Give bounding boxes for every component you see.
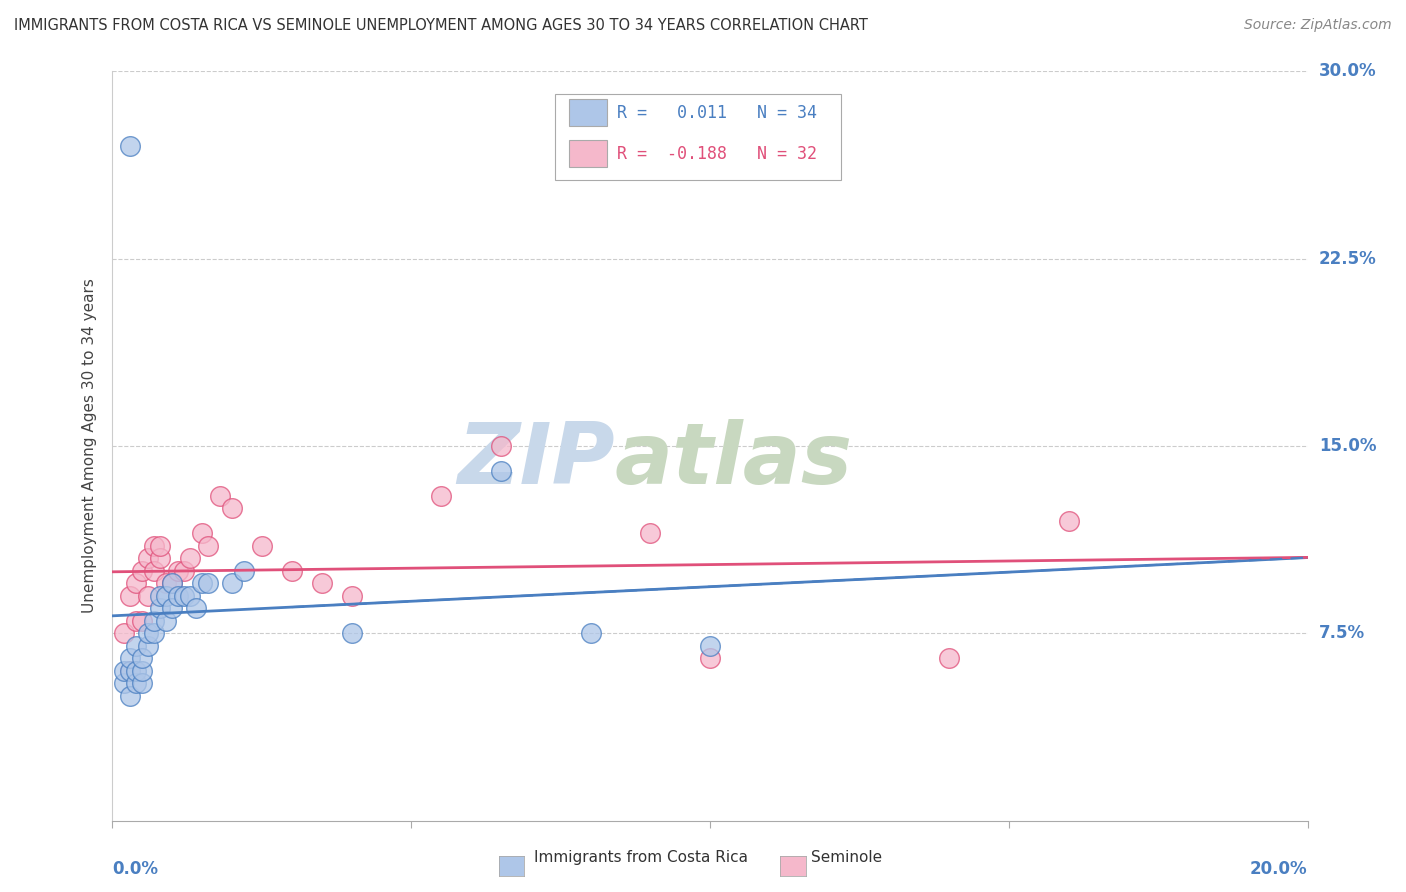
Text: 15.0%: 15.0%: [1319, 437, 1376, 455]
Point: [131, 564, 153, 578]
Point: [311, 576, 333, 591]
Point: [120, 651, 142, 665]
Point: [173, 564, 195, 578]
Point: [120, 139, 142, 153]
Point: [197, 539, 219, 553]
Text: Source: ZipAtlas.com: Source: ZipAtlas.com: [1244, 18, 1392, 32]
Point: [167, 589, 190, 603]
Point: [640, 526, 662, 541]
Point: [173, 589, 195, 603]
Bar: [569, 99, 607, 126]
Text: 7.5%: 7.5%: [1319, 624, 1365, 642]
Point: [114, 676, 135, 690]
Point: [131, 664, 153, 678]
Text: Immigrants from Costa Rica: Immigrants from Costa Rica: [534, 850, 748, 865]
Point: [149, 601, 172, 615]
Point: [221, 576, 243, 591]
Point: [179, 589, 201, 603]
Text: IMMIGRANTS FROM COSTA RICA VS SEMINOLE UNEMPLOYMENT AMONG AGES 30 TO 34 YEARS CO: IMMIGRANTS FROM COSTA RICA VS SEMINOLE U…: [14, 18, 868, 33]
Point: [699, 639, 721, 653]
Point: [125, 614, 148, 628]
Point: [162, 601, 183, 615]
Point: [938, 651, 960, 665]
Text: 20.0%: 20.0%: [1250, 860, 1308, 878]
Point: [143, 564, 166, 578]
Point: [138, 626, 160, 640]
Point: [149, 539, 172, 553]
Point: [120, 664, 142, 678]
Point: [149, 551, 172, 566]
Point: [120, 664, 142, 678]
Point: [489, 464, 512, 478]
FancyBboxPatch shape: [554, 94, 842, 180]
Text: 30.0%: 30.0%: [1319, 62, 1376, 80]
Text: ZIP: ZIP: [457, 419, 614, 502]
Point: [221, 501, 243, 516]
Point: [155, 589, 177, 603]
Point: [131, 651, 153, 665]
Point: [191, 526, 214, 541]
Point: [114, 664, 135, 678]
Point: [579, 626, 602, 640]
Point: [125, 676, 148, 690]
Text: 22.5%: 22.5%: [1319, 250, 1376, 268]
Text: R =  -0.188   N = 32: R = -0.188 N = 32: [617, 145, 817, 162]
Point: [138, 551, 160, 566]
Bar: [569, 140, 607, 168]
Point: [430, 489, 453, 503]
Point: [197, 576, 219, 591]
Point: [340, 626, 363, 640]
Y-axis label: Unemployment Among Ages 30 to 34 years: Unemployment Among Ages 30 to 34 years: [82, 278, 97, 614]
Point: [250, 539, 273, 553]
Point: [143, 614, 166, 628]
Text: R =   0.011   N = 34: R = 0.011 N = 34: [617, 103, 817, 121]
Point: [120, 689, 142, 703]
Text: atlas: atlas: [614, 419, 852, 502]
Point: [1057, 514, 1080, 528]
Text: Seminole: Seminole: [811, 850, 883, 865]
Point: [155, 614, 177, 628]
Point: [138, 589, 160, 603]
Point: [143, 626, 166, 640]
Point: [114, 626, 135, 640]
Point: [162, 576, 183, 591]
Point: [179, 551, 201, 566]
Point: [489, 439, 512, 453]
Point: [162, 576, 183, 591]
Point: [125, 576, 148, 591]
Point: [281, 564, 304, 578]
Point: [167, 564, 190, 578]
Point: [125, 639, 148, 653]
Point: [209, 489, 232, 503]
Point: [233, 564, 256, 578]
Point: [125, 664, 148, 678]
Point: [191, 576, 214, 591]
Point: [131, 614, 153, 628]
Point: [155, 576, 177, 591]
Text: 0.0%: 0.0%: [112, 860, 159, 878]
Point: [149, 589, 172, 603]
Point: [143, 539, 166, 553]
Point: [120, 589, 142, 603]
Point: [131, 676, 153, 690]
Point: [186, 601, 208, 615]
Point: [340, 589, 363, 603]
Point: [138, 639, 160, 653]
Point: [699, 651, 721, 665]
